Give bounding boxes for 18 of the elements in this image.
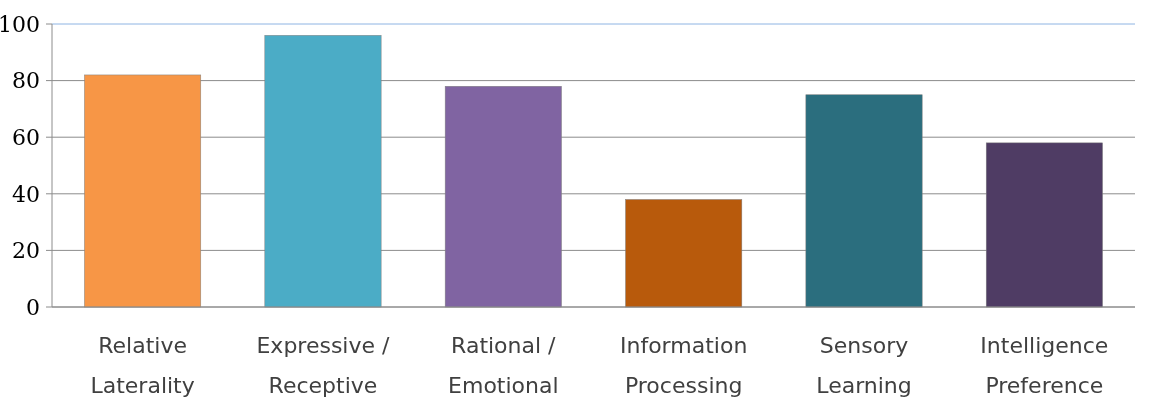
x-tick-label: Relative Laterality [90, 333, 195, 398]
x-tick-label: Sensory Learning [816, 333, 912, 398]
bar [264, 35, 382, 308]
x-tick-label: Expressive / Receptive [256, 333, 391, 398]
bar [84, 74, 202, 308]
bar [625, 199, 743, 308]
y-tick-label: 0 [26, 294, 40, 320]
bar [805, 94, 923, 308]
y-tick-label: 60 [12, 124, 40, 150]
bar [985, 142, 1103, 308]
y-tick-label: 40 [12, 181, 40, 207]
x-tick-label: Rational / Emotional [448, 333, 559, 398]
y-tick-label: 100 [0, 11, 40, 37]
bar [444, 86, 562, 308]
y-tick-label: 80 [12, 68, 40, 94]
y-tick-label: 20 [12, 238, 40, 264]
x-tick-label: Information Processing [620, 333, 748, 398]
x-tick-label: Intelligence Preference [980, 333, 1109, 398]
